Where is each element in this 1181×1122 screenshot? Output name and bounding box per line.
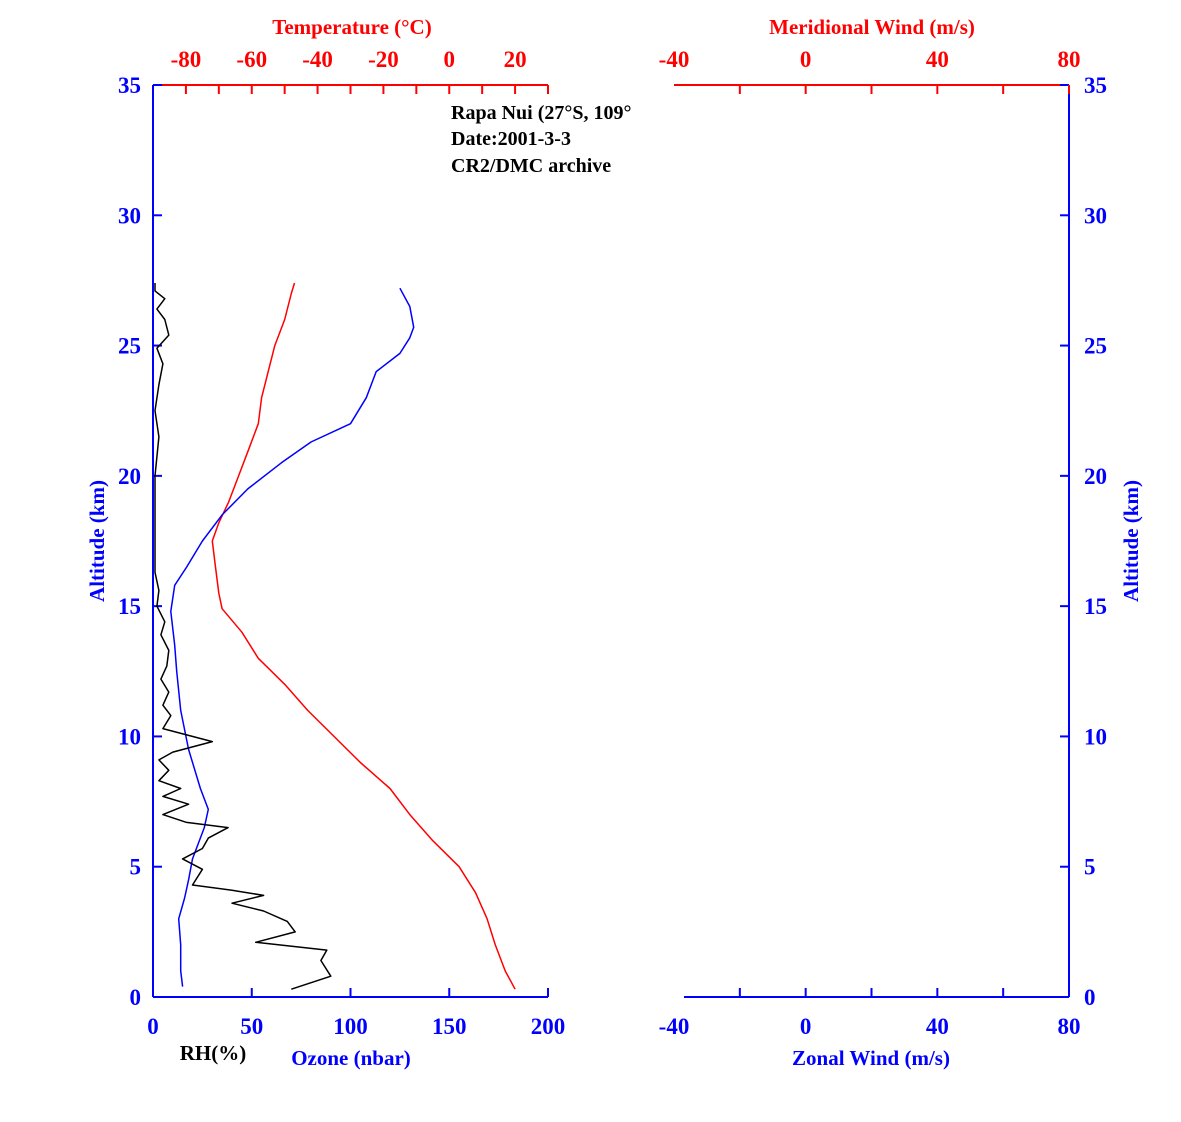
temperature-ticks: -80 -60 -40 -20 0 20 <box>171 47 549 94</box>
right-altitude-tick-label: 25 <box>1084 334 1107 359</box>
left-altitude-tick-label: 10 <box>118 724 141 749</box>
left-altitude-tick-label: 35 <box>118 73 141 98</box>
right-altitude-tick-label: 15 <box>1084 594 1107 619</box>
left-altitude-tick-label: 20 <box>118 464 141 489</box>
zonal-wind-ticks: -40 0 40 80 <box>659 988 1081 1039</box>
left-altitude-tick-label: 25 <box>118 334 141 359</box>
left-altitude-tick-label: 0 <box>130 985 142 1010</box>
temperature-profile-line <box>211 282 516 990</box>
right-altitude-ticks: 0 5 10 15 20 25 30 35 <box>1060 73 1107 1010</box>
temperature-tick-label: -80 <box>171 47 202 72</box>
ozone-tick-label: 0 <box>147 1014 159 1039</box>
rh-axis-label: RH(%) <box>180 1041 247 1065</box>
meridional-wind-ticks: -40 0 40 80 <box>659 47 1081 94</box>
right-altitude-tick-label: 5 <box>1084 855 1096 880</box>
ozone-tick-label: 100 <box>333 1014 368 1039</box>
ozone-tick-label: 50 <box>240 1014 263 1039</box>
right-altitude-tick-label: 10 <box>1084 724 1107 749</box>
temperature-tick-label: -60 <box>236 47 267 72</box>
zonal-wind-tick-label: -40 <box>659 1014 690 1039</box>
left-series <box>154 282 516 990</box>
station-label: Rapa Nui (27°S, 109° <box>451 102 631 124</box>
meridional-wind-tick-label: 0 <box>800 47 812 72</box>
temperature-tick-label: -20 <box>368 47 399 72</box>
source-label: CR2/DMC archive <box>451 155 611 177</box>
right-altitude-label: Altitude (km) <box>1119 480 1143 602</box>
left-altitude-label: Altitude (km) <box>85 480 109 602</box>
left-altitude-ticks: 0 5 10 15 20 25 30 35 <box>118 73 162 1010</box>
ozone-ticks: 0 50 100 150 200 <box>147 988 565 1039</box>
ozone-tick-label: 150 <box>432 1014 467 1039</box>
right-altitude-tick-label: 0 <box>1084 985 1096 1010</box>
ozone-profile-line <box>170 287 415 987</box>
meridional-wind-tick-label: -40 <box>659 47 690 72</box>
temperature-tick-label: -40 <box>302 47 333 72</box>
right-altitude-tick-label: 20 <box>1084 464 1107 489</box>
zonal-wind-axis-label: Zonal Wind (m/s) <box>792 1046 950 1070</box>
meridional-wind-axis-label: Meridional Wind (m/s) <box>769 15 975 39</box>
temperature-tick-label: 0 <box>444 47 456 72</box>
left-altitude-tick-label: 30 <box>118 203 141 228</box>
zonal-wind-tick-label: 40 <box>926 1014 949 1039</box>
zonal-wind-tick-label: 0 <box>800 1014 812 1039</box>
meridional-wind-tick-label: 80 <box>1058 47 1081 72</box>
temperature-axis-label: Temperature (°C) <box>272 15 431 39</box>
zonal-wind-tick-label: 80 <box>1058 1014 1081 1039</box>
temperature-tick-label: 20 <box>504 47 527 72</box>
ozone-axis-label: Ozone (nbar) <box>291 1046 411 1070</box>
left-altitude-tick-label: 5 <box>130 855 142 880</box>
left-altitude-tick-label: 15 <box>118 594 141 619</box>
ozone-tick-label: 200 <box>531 1014 566 1039</box>
date-label: Date:2001-3-3 <box>451 128 571 150</box>
meridional-wind-tick-label: 40 <box>926 47 949 72</box>
right-altitude-tick-label: 30 <box>1084 203 1107 228</box>
rh-profile-line <box>154 283 332 990</box>
right-altitude-tick-label: 35 <box>1084 73 1107 98</box>
right-panel: 0 5 10 15 20 25 30 35 -40 0 40 80 -40 0 40 80 Meridio… <box>659 15 1143 1070</box>
